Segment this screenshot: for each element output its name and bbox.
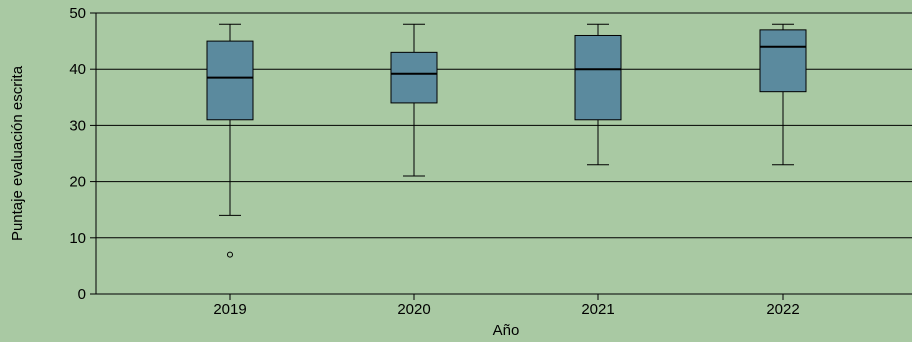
y-tick-label-0: 0: [78, 286, 86, 303]
y-tick-label-10: 10: [69, 230, 86, 247]
y-tick-labels: 0 10 20 30 40 50: [69, 5, 86, 303]
outlier-2019-0: [227, 251, 233, 258]
iqr-box-2022: [759, 29, 807, 93]
y-axis-title: Puntaje evaluación escrita: [9, 65, 26, 241]
box-2020: [390, 23, 438, 177]
box-2021: [574, 23, 622, 166]
x-tick-label-2019: 2019: [213, 301, 246, 318]
iqr-box-2020: [390, 51, 438, 104]
grid-lines: [90, 12, 912, 295]
y-tick-label-50: 50: [69, 5, 86, 22]
x-tick-label-2022: 2022: [766, 301, 799, 318]
x-tick-labels: 2019 2020 2021 2022: [213, 294, 800, 318]
x-tick-label-2020: 2020: [397, 301, 430, 318]
y-tick-label-40: 40: [69, 61, 86, 78]
x-axis-title: Año: [493, 322, 520, 339]
y-tick-label-20: 20: [69, 174, 86, 191]
y-tick-label-30: 30: [69, 117, 86, 134]
iqr-box-2021: [574, 34, 622, 121]
box-2022: [759, 23, 807, 166]
box-2019: [206, 23, 254, 258]
x-tick-label-2021: 2021: [581, 301, 614, 318]
box-plots: [206, 23, 807, 258]
iqr-box-2019: [206, 40, 254, 121]
